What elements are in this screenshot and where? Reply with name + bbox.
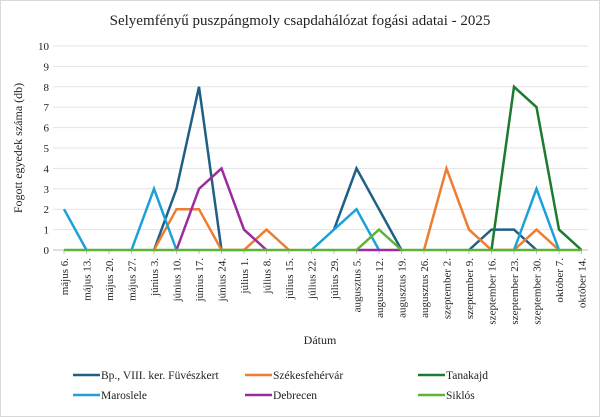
legend-item: Bp., VIII. ker. Füvészkert <box>73 370 219 382</box>
y-tick-label: 4 <box>44 163 50 175</box>
x-tick-label: szeptember 2. <box>442 258 454 319</box>
series-line-0 <box>332 165 403 251</box>
y-tick-label: 10 <box>38 41 50 53</box>
y-tick-label: 9 <box>44 61 50 73</box>
chart-title: Selyemfényű puszpángmoly csapdahálózat f… <box>110 13 491 29</box>
y-tick-label: 3 <box>44 184 50 196</box>
series-line-3 <box>512 185 561 251</box>
x-tick-label: július 8. <box>262 258 274 295</box>
series-line-5 <box>64 227 582 252</box>
legend-item: Debrecen <box>245 390 317 402</box>
x-tick-label: június 3. <box>149 258 161 297</box>
series-line-3 <box>310 207 381 251</box>
x-tick-label: május 13. <box>82 258 94 301</box>
series-line-2 <box>490 84 583 251</box>
x-tick-label: június 24. <box>217 258 229 303</box>
legend: Bp., VIII. ker. Füvészkert Székesfehérvár… <box>73 370 488 402</box>
x-tick-label: augusztus 12. <box>374 258 386 318</box>
legend-label: Maroslele <box>101 390 147 402</box>
series-lines <box>62 84 583 252</box>
x-tick-label: július 22. <box>307 258 319 300</box>
x-tick-label: szeptember 9. <box>464 258 476 319</box>
x-tick-label: május 6. <box>59 258 71 296</box>
y-axis-label: Fogott egyedek száma (db) <box>11 83 25 213</box>
y-tick-label: 0 <box>44 245 50 257</box>
x-tick-label: szeptember 16. <box>487 258 499 325</box>
legend-label: Tanakajd <box>446 370 488 382</box>
series-line-3 <box>62 208 88 251</box>
legend-label: Siklós <box>446 390 475 402</box>
gridlines <box>53 45 588 251</box>
legend-item: Tanakajd <box>418 370 488 382</box>
y-tick-label: 8 <box>44 82 50 94</box>
legend-item: Székesfehérvár <box>245 370 343 382</box>
y-tick-label: 7 <box>44 102 50 114</box>
x-tick-label: június 17. <box>194 258 206 303</box>
x-tick-label: július 15. <box>284 258 296 300</box>
legend-item: Siklós <box>418 390 475 402</box>
legend-label: Bp., VIII. ker. Füvészkert <box>101 370 219 382</box>
legend-label: Székesfehérvár <box>273 370 343 382</box>
series-line-3 <box>130 185 178 251</box>
y-tick-label: 5 <box>44 143 50 155</box>
x-tick-label: június 10. <box>172 258 184 303</box>
x-tick-label: július 1. <box>239 258 251 295</box>
x-tick-label: október 14. <box>577 258 589 308</box>
y-tick-label: 1 <box>44 225 50 237</box>
y-tick-label: 6 <box>44 123 50 135</box>
x-tick-label: október 7. <box>554 258 566 303</box>
y-tick-label: 2 <box>44 204 50 216</box>
series-line-4 <box>175 166 268 251</box>
legend-label: Debrecen <box>273 390 317 402</box>
legend-item: Maroslele <box>73 390 147 402</box>
x-tick-label: augusztus 5. <box>352 258 364 313</box>
y-axis-ticks: 0 1 2 3 4 5 6 7 8 9 10 <box>38 41 50 257</box>
x-tick-label: szeptember 23. <box>509 258 521 325</box>
x-axis-label: Dátum <box>304 333 337 347</box>
x-tick-label: augusztus 19. <box>397 258 409 318</box>
x-tick-label: augusztus 26. <box>419 258 431 318</box>
x-tick-label: május 20. <box>104 258 116 301</box>
x-axis-ticks: május 6. május 13. május 20. május 27. júniu… <box>59 250 589 325</box>
x-tick-label: július 29. <box>329 258 341 300</box>
x-tick-label: május 27. <box>127 258 139 301</box>
x-tick-label: szeptember 30. <box>532 258 544 325</box>
